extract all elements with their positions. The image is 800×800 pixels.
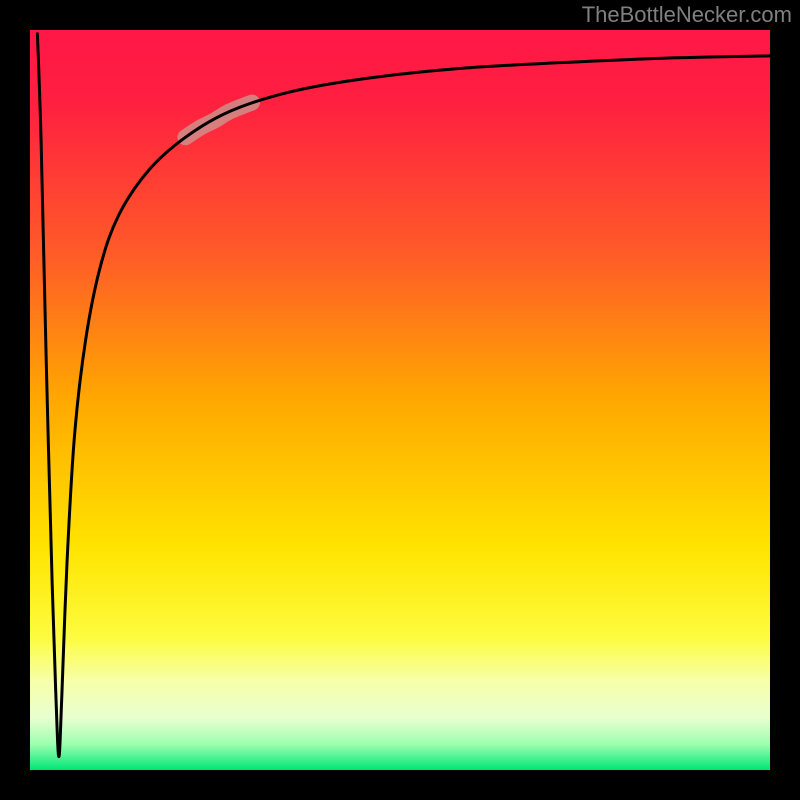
plot-background-gradient [30,30,770,770]
attribution-text: TheBottleNecker.com [582,2,792,28]
chart-svg [0,0,800,800]
chart-stage: TheBottleNecker.com [0,0,800,800]
